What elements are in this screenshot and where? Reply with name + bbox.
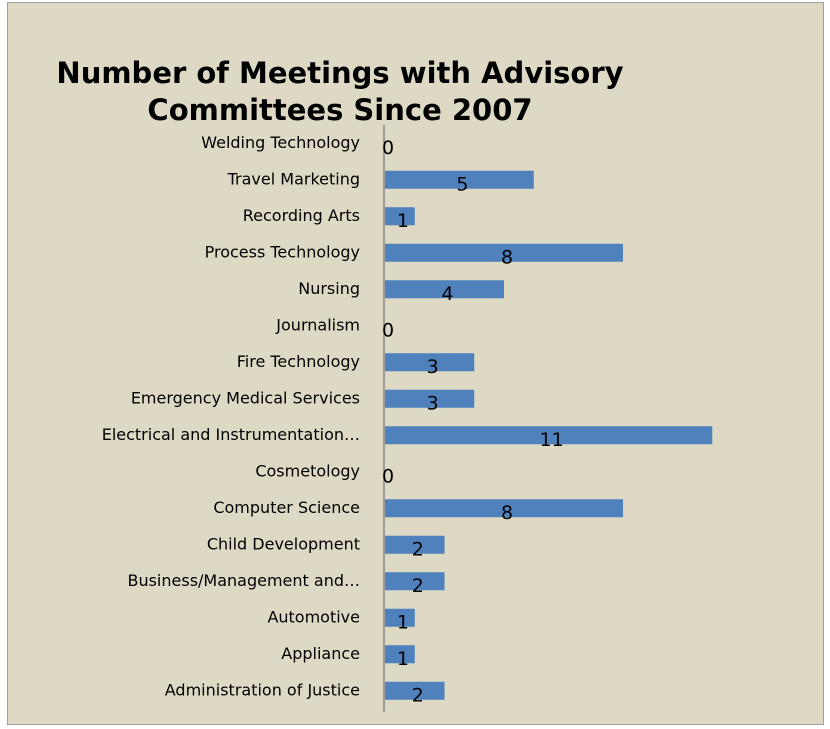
data-label: 11 xyxy=(540,429,564,451)
bar xyxy=(385,170,534,189)
y-tick-label: Administration of Justice xyxy=(165,680,360,699)
data-label: 2 xyxy=(412,575,424,597)
data-label: 1 xyxy=(397,648,409,670)
y-tick-label: Cosmetology xyxy=(255,461,360,480)
y-tick-label: Business/Management and… xyxy=(127,571,360,590)
y-tick-label: Child Development xyxy=(207,534,360,553)
data-label: 3 xyxy=(427,356,439,378)
data-label: 2 xyxy=(412,684,424,706)
data-label: 0 xyxy=(382,319,394,341)
bar xyxy=(385,207,415,226)
bar xyxy=(385,572,445,591)
bar xyxy=(385,645,415,664)
y-tick-label: Process Technology xyxy=(205,242,360,261)
y-tick-label: Travel Marketing xyxy=(227,169,360,188)
data-label: 5 xyxy=(456,173,468,195)
bar xyxy=(385,353,475,372)
y-tick-label: Fire Technology xyxy=(237,352,360,371)
chart-title: Committees Since 2007 xyxy=(147,93,532,127)
y-tick-label: Welding Technology xyxy=(201,133,360,152)
bar xyxy=(385,499,623,518)
y-tick-label: Automotive xyxy=(267,607,360,626)
data-label: 8 xyxy=(501,502,513,524)
bar xyxy=(385,681,445,700)
y-tick-label: Nursing xyxy=(298,279,360,298)
data-label: 2 xyxy=(412,538,424,560)
y-tick-label: Emergency Medical Services xyxy=(131,388,360,407)
data-label: 4 xyxy=(441,283,453,305)
data-label: 8 xyxy=(501,246,513,268)
y-tick-label: Recording Arts xyxy=(243,206,360,225)
y-tick-label: Electrical and Instrumentation… xyxy=(102,425,360,444)
bar xyxy=(385,535,445,554)
bar xyxy=(385,608,415,627)
data-label: 1 xyxy=(397,611,409,633)
y-tick-label: Computer Science xyxy=(213,498,360,517)
bar xyxy=(385,280,504,299)
bar xyxy=(385,426,713,445)
chart-title: Number of Meetings with Advisory xyxy=(56,56,623,90)
bar xyxy=(385,243,623,262)
data-label: 0 xyxy=(382,465,394,487)
data-label: 3 xyxy=(427,392,439,414)
y-tick-label: Appliance xyxy=(281,644,360,663)
y-tick-label: Journalism xyxy=(275,315,360,334)
bar xyxy=(385,389,475,408)
data-label: 1 xyxy=(397,210,409,232)
data-label: 0 xyxy=(382,137,394,159)
